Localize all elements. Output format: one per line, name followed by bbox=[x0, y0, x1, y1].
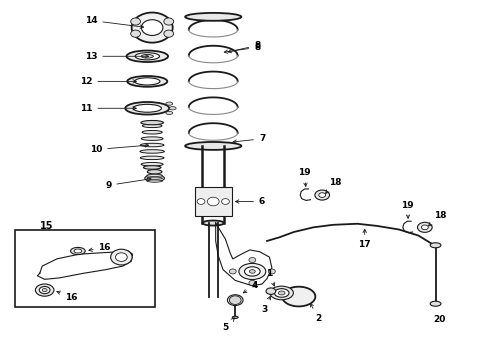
Ellipse shape bbox=[127, 76, 167, 87]
Ellipse shape bbox=[147, 177, 162, 179]
Ellipse shape bbox=[35, 284, 54, 296]
Text: 18: 18 bbox=[429, 211, 447, 226]
Ellipse shape bbox=[74, 249, 82, 253]
Circle shape bbox=[229, 296, 241, 305]
Ellipse shape bbox=[274, 289, 289, 297]
Circle shape bbox=[249, 280, 256, 285]
Ellipse shape bbox=[71, 247, 85, 255]
Text: 2: 2 bbox=[310, 303, 321, 323]
Text: 16: 16 bbox=[57, 291, 78, 302]
Text: 1: 1 bbox=[266, 269, 275, 286]
Text: 9: 9 bbox=[105, 177, 151, 190]
Ellipse shape bbox=[270, 286, 294, 300]
Text: 20: 20 bbox=[433, 315, 445, 324]
Ellipse shape bbox=[417, 222, 432, 232]
Circle shape bbox=[131, 18, 141, 25]
Ellipse shape bbox=[147, 170, 162, 174]
Ellipse shape bbox=[166, 102, 172, 105]
Circle shape bbox=[197, 199, 205, 204]
Circle shape bbox=[221, 199, 229, 204]
Ellipse shape bbox=[141, 137, 163, 140]
Ellipse shape bbox=[169, 107, 176, 110]
Ellipse shape bbox=[249, 270, 255, 273]
Circle shape bbox=[131, 30, 141, 37]
Text: 10: 10 bbox=[90, 144, 148, 154]
Ellipse shape bbox=[42, 288, 47, 292]
Circle shape bbox=[229, 269, 236, 274]
Ellipse shape bbox=[147, 174, 162, 176]
Ellipse shape bbox=[421, 225, 428, 230]
Text: 19: 19 bbox=[401, 201, 414, 218]
Ellipse shape bbox=[166, 111, 172, 114]
Ellipse shape bbox=[185, 142, 242, 150]
Ellipse shape bbox=[133, 104, 161, 112]
Text: 8: 8 bbox=[224, 43, 260, 53]
Ellipse shape bbox=[39, 287, 50, 294]
Ellipse shape bbox=[185, 13, 242, 21]
Circle shape bbox=[142, 20, 163, 36]
Text: 4: 4 bbox=[243, 281, 258, 293]
Text: 19: 19 bbox=[298, 168, 311, 186]
Ellipse shape bbox=[147, 180, 162, 182]
Ellipse shape bbox=[315, 190, 330, 200]
Text: 12: 12 bbox=[80, 77, 136, 86]
Ellipse shape bbox=[143, 124, 162, 127]
Ellipse shape bbox=[140, 143, 164, 147]
Text: 5: 5 bbox=[222, 318, 235, 332]
Ellipse shape bbox=[278, 291, 285, 295]
Ellipse shape bbox=[135, 53, 159, 60]
Ellipse shape bbox=[202, 221, 224, 226]
Ellipse shape bbox=[140, 156, 164, 159]
Ellipse shape bbox=[141, 162, 163, 166]
Ellipse shape bbox=[232, 316, 238, 319]
Circle shape bbox=[207, 197, 219, 206]
Ellipse shape bbox=[430, 243, 441, 248]
Ellipse shape bbox=[227, 295, 243, 306]
Circle shape bbox=[269, 269, 275, 274]
Circle shape bbox=[164, 18, 173, 25]
Text: 8: 8 bbox=[228, 41, 260, 53]
Bar bbox=[195, 187, 232, 216]
Ellipse shape bbox=[144, 166, 161, 169]
Ellipse shape bbox=[245, 267, 260, 276]
Circle shape bbox=[111, 249, 132, 265]
Circle shape bbox=[116, 253, 127, 261]
Ellipse shape bbox=[239, 264, 266, 279]
Text: 17: 17 bbox=[358, 229, 371, 249]
Ellipse shape bbox=[140, 150, 164, 153]
Ellipse shape bbox=[135, 78, 160, 85]
Text: 18: 18 bbox=[326, 178, 342, 193]
Text: 3: 3 bbox=[262, 296, 270, 314]
Circle shape bbox=[164, 30, 173, 37]
Text: 14: 14 bbox=[85, 16, 144, 28]
Ellipse shape bbox=[430, 301, 441, 306]
Ellipse shape bbox=[142, 130, 162, 134]
Ellipse shape bbox=[141, 121, 163, 125]
Ellipse shape bbox=[126, 50, 168, 62]
Ellipse shape bbox=[319, 193, 326, 197]
Text: 15: 15 bbox=[40, 221, 54, 231]
Ellipse shape bbox=[266, 288, 276, 294]
Text: 11: 11 bbox=[80, 104, 136, 113]
Text: 13: 13 bbox=[85, 52, 148, 61]
Ellipse shape bbox=[282, 287, 316, 306]
Circle shape bbox=[132, 13, 172, 42]
Circle shape bbox=[249, 257, 256, 262]
Ellipse shape bbox=[145, 175, 164, 182]
Text: 6: 6 bbox=[236, 197, 265, 206]
Ellipse shape bbox=[141, 54, 153, 58]
Text: 7: 7 bbox=[233, 134, 265, 143]
Ellipse shape bbox=[125, 102, 169, 114]
Text: 16: 16 bbox=[89, 243, 111, 252]
Bar bbox=[15, 230, 155, 307]
